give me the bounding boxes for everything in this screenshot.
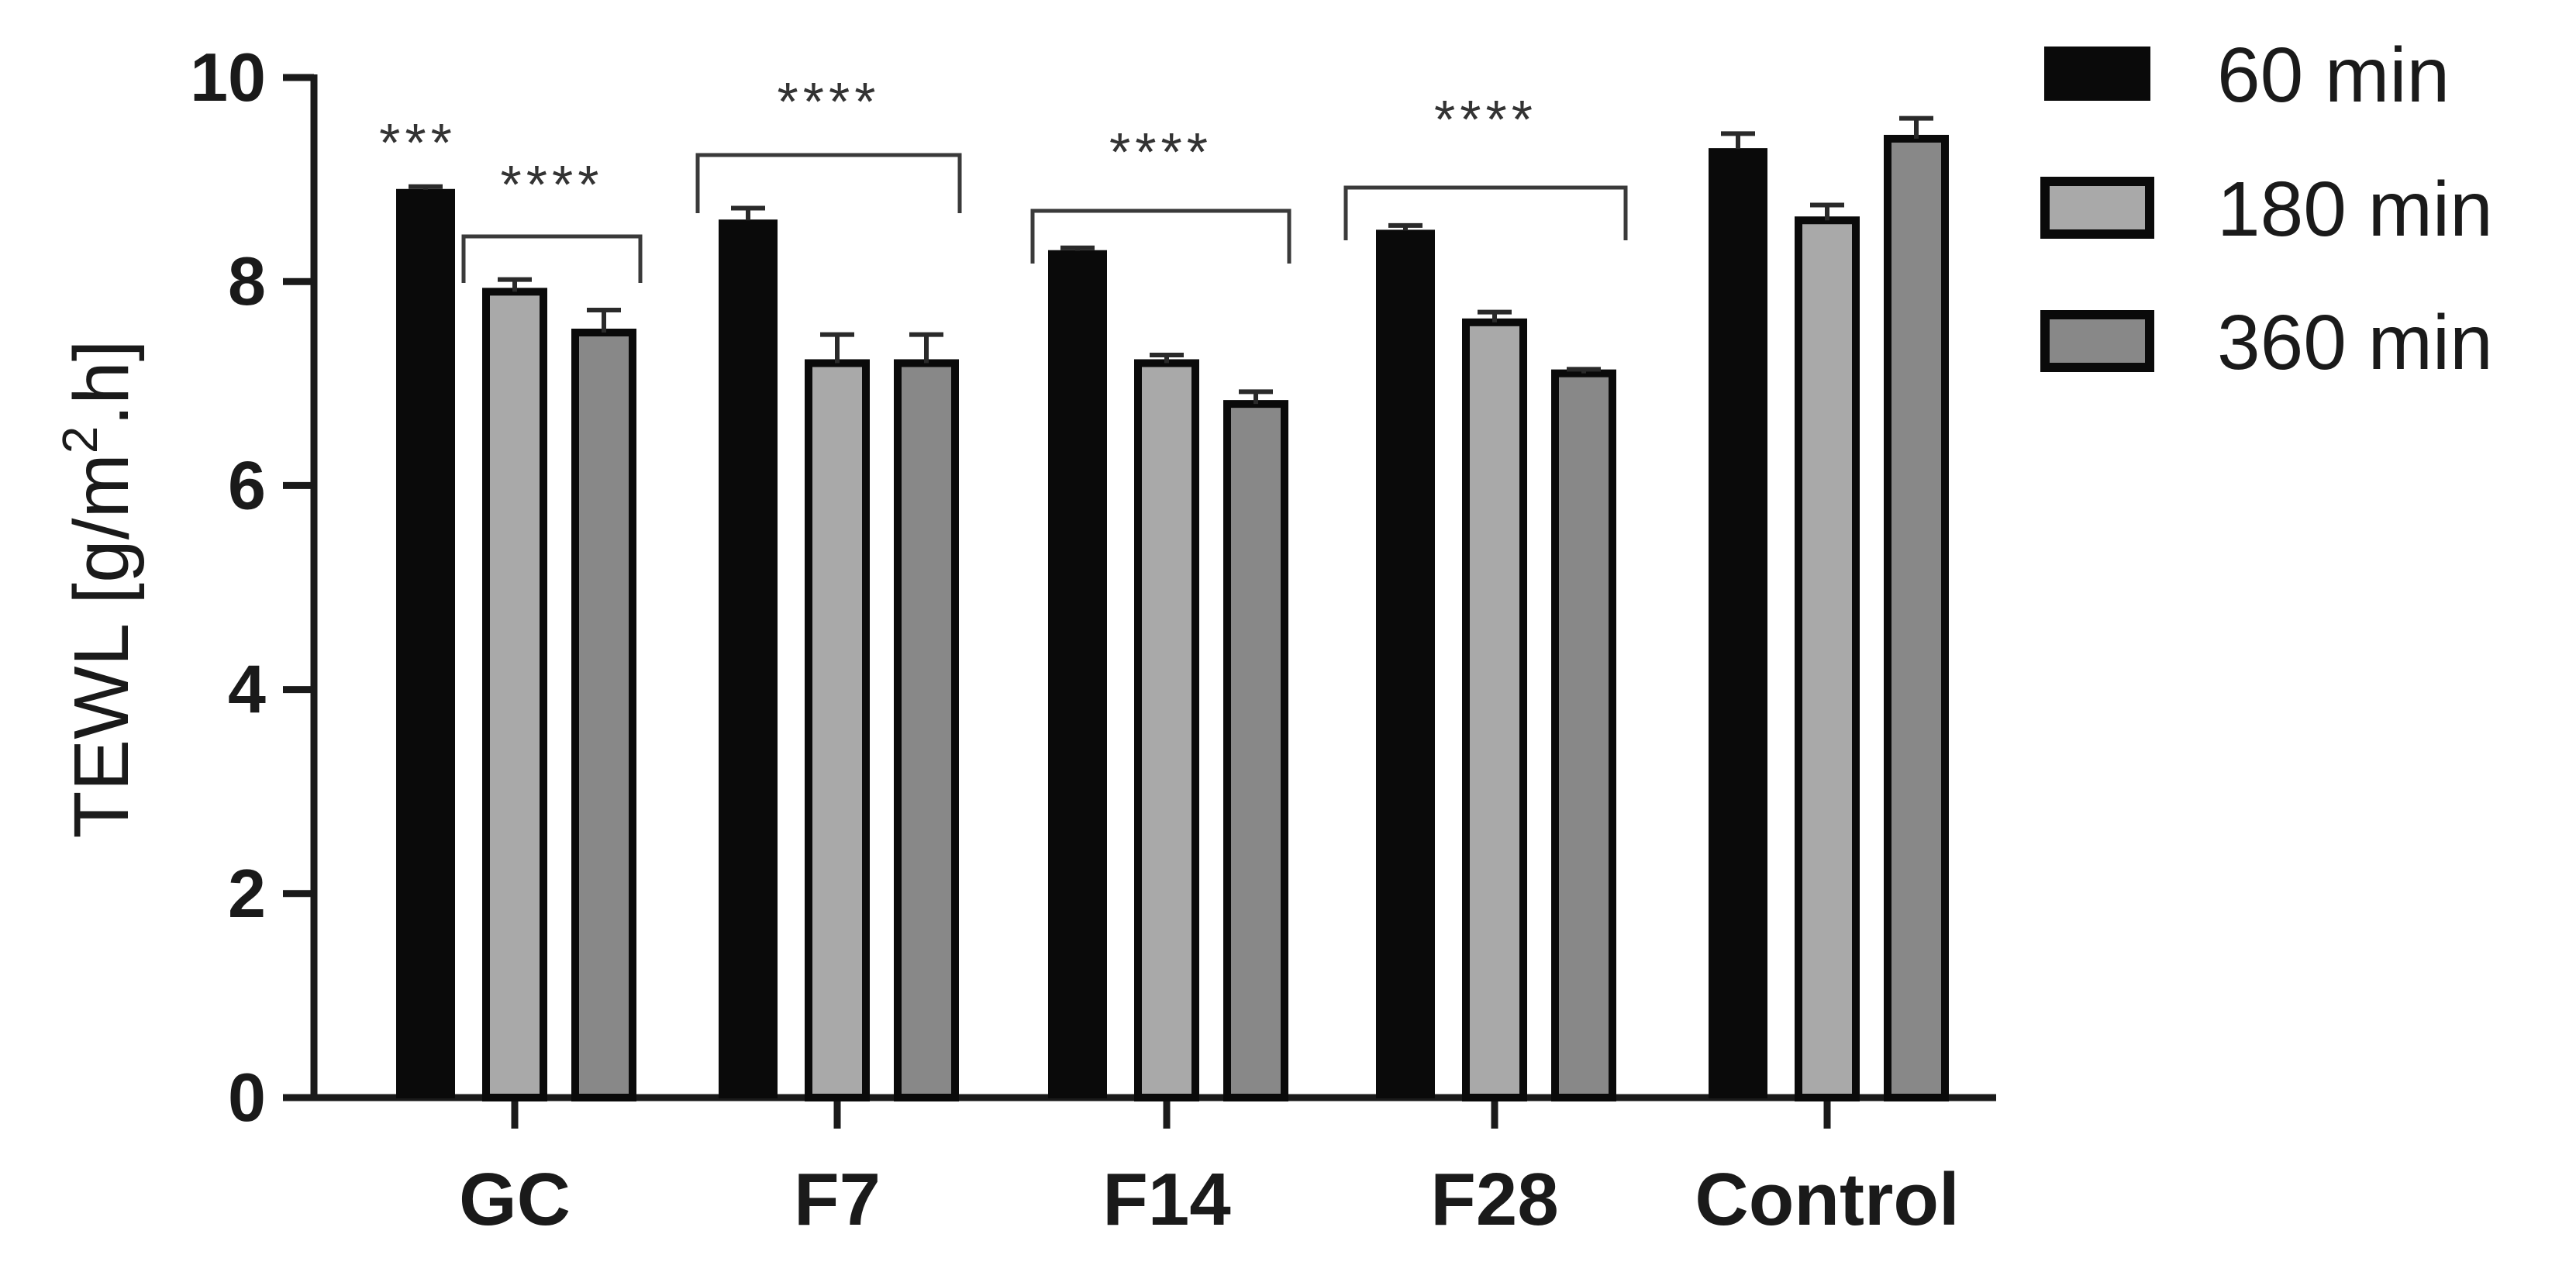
significance-label: ****	[501, 154, 604, 215]
significance-bracket	[695, 153, 962, 213]
bar	[894, 359, 959, 1102]
significance-label: ***	[379, 112, 457, 173]
significance-label: ****	[1434, 89, 1537, 150]
significance-annotations: *******************	[379, 71, 1628, 283]
significance-bracket	[1030, 209, 1291, 264]
y-tick-label: 8	[228, 243, 266, 319]
bar	[1376, 229, 1435, 1098]
significance-bracket	[461, 234, 643, 283]
legend-swatch	[2040, 310, 2154, 372]
bar	[571, 329, 636, 1101]
bar	[1795, 216, 1860, 1101]
bar	[1462, 318, 1527, 1101]
axes: 0 2 4 6 8 10 GC F7 F14 F28 Control	[190, 39, 1996, 1241]
x-tick-label: GC	[459, 1158, 571, 1241]
x-tick-label: F14	[1102, 1158, 1230, 1241]
y-tick-label: 4	[228, 651, 266, 728]
bar	[1223, 400, 1288, 1101]
bar	[1134, 359, 1199, 1102]
x-tick-label: F7	[794, 1158, 881, 1241]
y-axis-title-sup: 2	[52, 426, 108, 454]
legend: 60 min 180 min 360 min	[2040, 32, 2493, 386]
y-tick-label: 6	[228, 446, 266, 523]
y-axis-title: TEWL [g/m2.h]	[52, 340, 145, 838]
y-axis-title-end: .h]	[58, 340, 145, 426]
bar	[805, 359, 870, 1102]
legend-label: 360 min	[2217, 299, 2493, 386]
bar	[719, 219, 778, 1098]
significance-label: ****	[1109, 122, 1212, 182]
bar	[1884, 134, 1949, 1102]
legend-label: 60 min	[2217, 32, 2450, 119]
legend-swatch	[2040, 177, 2154, 239]
y-tick-label: 0	[228, 1059, 266, 1136]
legend-label: 180 min	[2217, 166, 2493, 253]
legend-swatch	[2044, 47, 2150, 101]
y-tick-label: 2	[228, 855, 266, 932]
significance-bracket	[1343, 185, 1628, 240]
y-axis-title-main: TEWL [g/m	[58, 453, 145, 838]
bar	[482, 288, 547, 1101]
y-tick-label: 10	[190, 39, 266, 115]
bar	[396, 188, 455, 1098]
x-tick-label: F28	[1430, 1158, 1558, 1241]
bar	[1709, 148, 1767, 1098]
bar	[1551, 369, 1616, 1101]
significance-label: ****	[778, 71, 881, 132]
bars	[396, 115, 1949, 1102]
x-tick-label: Control	[1695, 1158, 1959, 1241]
bar	[1048, 250, 1107, 1099]
